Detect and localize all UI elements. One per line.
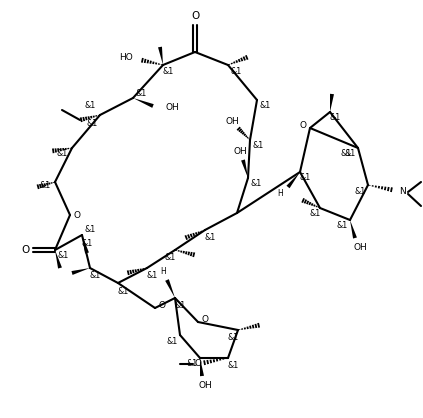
Text: &1: &1	[165, 253, 176, 263]
Polygon shape	[350, 220, 357, 239]
Text: &1: &1	[146, 272, 158, 280]
Text: O: O	[159, 301, 165, 311]
Text: &1: &1	[204, 232, 216, 242]
Text: &1: &1	[336, 222, 348, 230]
Polygon shape	[286, 172, 300, 188]
Text: &1: &1	[117, 286, 129, 296]
Text: O: O	[195, 359, 201, 369]
Polygon shape	[55, 250, 62, 268]
Text: &1: &1	[299, 173, 310, 183]
Polygon shape	[158, 47, 163, 65]
Text: HO: HO	[119, 54, 133, 63]
Text: &1: &1	[174, 301, 186, 311]
Text: &1: &1	[228, 362, 239, 370]
Text: &1: &1	[84, 225, 96, 234]
Text: &1: &1	[341, 150, 352, 158]
Text: &1: &1	[166, 336, 178, 346]
Text: &1: &1	[344, 150, 356, 158]
Text: &1: &1	[135, 89, 147, 97]
Text: N: N	[400, 188, 407, 196]
Text: OH: OH	[225, 117, 239, 127]
Text: &1: &1	[39, 181, 51, 189]
Text: &1: &1	[259, 100, 271, 110]
Polygon shape	[241, 159, 248, 178]
Text: O: O	[21, 245, 29, 255]
Polygon shape	[200, 358, 204, 376]
Text: &1: &1	[89, 272, 101, 280]
Polygon shape	[165, 279, 175, 298]
Text: &1: &1	[86, 118, 98, 127]
Text: &1: &1	[231, 66, 242, 76]
Text: &1: &1	[330, 112, 341, 122]
Text: &1: &1	[354, 186, 365, 196]
Text: &1: &1	[162, 67, 173, 76]
Text: H: H	[160, 268, 166, 276]
Text: H: H	[277, 189, 283, 199]
Text: &1: &1	[84, 100, 96, 110]
Text: &1: &1	[253, 140, 264, 150]
Text: OH: OH	[198, 382, 212, 390]
Text: &1: &1	[187, 359, 198, 369]
Polygon shape	[82, 235, 89, 254]
Text: O: O	[191, 11, 199, 21]
Text: OH: OH	[233, 148, 247, 156]
Polygon shape	[330, 94, 334, 112]
Text: &1: &1	[250, 178, 261, 188]
Text: &1: &1	[309, 209, 321, 219]
Text: OH: OH	[353, 244, 367, 252]
Polygon shape	[71, 268, 90, 275]
Polygon shape	[133, 98, 154, 108]
Text: &1: &1	[81, 239, 93, 247]
Text: &1: &1	[56, 148, 68, 158]
Text: OH: OH	[165, 104, 179, 112]
Text: &1: &1	[228, 334, 239, 342]
Text: O: O	[74, 211, 80, 219]
Text: O: O	[201, 316, 209, 324]
Text: &1: &1	[58, 250, 69, 260]
Text: O: O	[299, 122, 307, 130]
